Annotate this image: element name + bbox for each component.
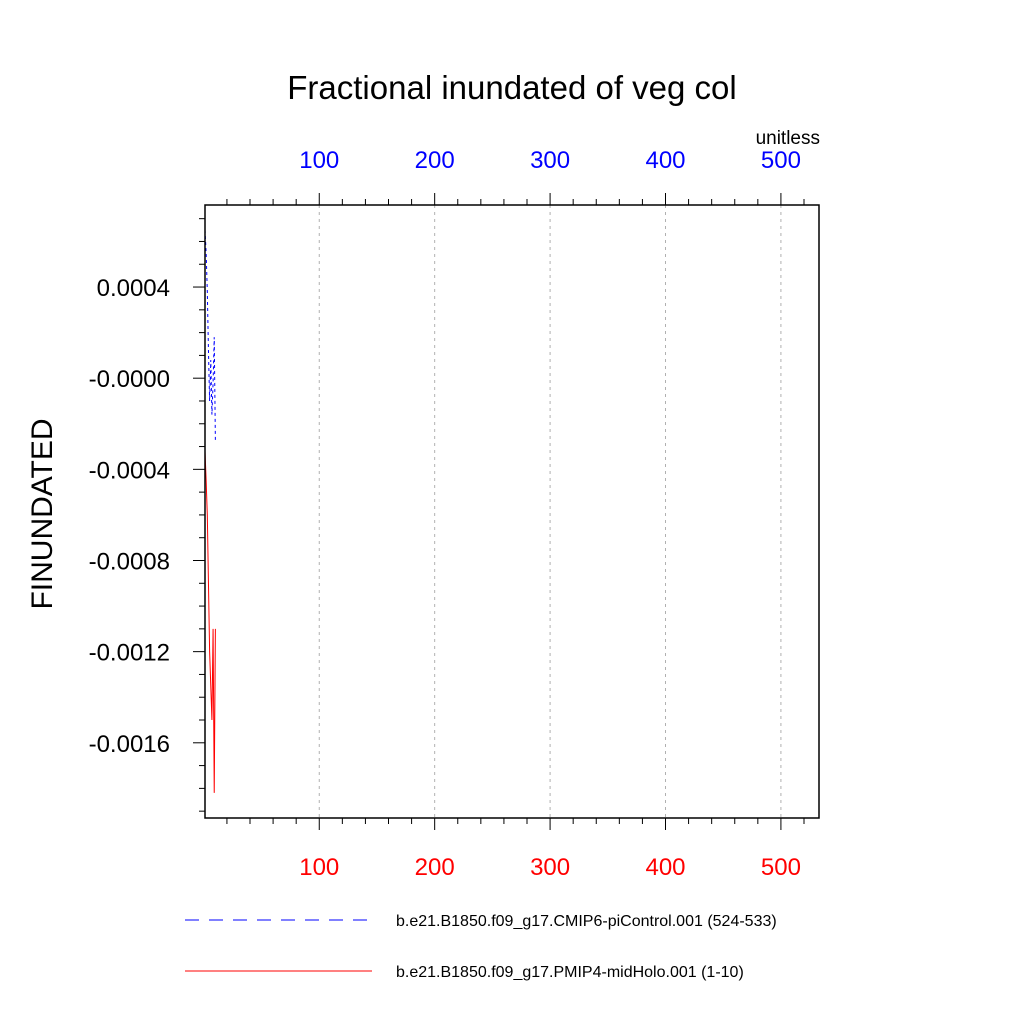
series-line (204, 230, 216, 443)
series-line (204, 451, 216, 793)
x-bottom-tick-label: 100 (299, 854, 339, 881)
y-tick-label: -0.0016 (89, 731, 170, 758)
tick-labels: 100 200 300 400 500 100 200 300 400 500 0.0004 -0.0… (89, 147, 801, 881)
legend-label: b.e21.B1850.f09_g17.PMIP4-midHolo.001 (1… (396, 964, 744, 981)
x-top-tick-label: 100 (299, 147, 339, 174)
x-grid (318, 205, 782, 818)
plot-frame (204, 204, 820, 819)
y-axis-label: FINUNDATED (26, 418, 59, 609)
series-layer (204, 230, 216, 793)
y-tick-label: -0.0004 (89, 457, 170, 484)
legend: b.e21.B1850.f09_g17.CMIP6-piControl.001 … (185, 913, 777, 981)
y-tick-label: 0.0004 (97, 275, 170, 302)
x-bottom-tick-label: 200 (415, 854, 455, 881)
x-top-tick-label: 400 (645, 147, 685, 174)
chart-title: Fractional inundated of veg col (287, 69, 736, 106)
x-bottom-tick-label: 500 (761, 854, 801, 881)
x-top-tick-label: 300 (530, 147, 570, 174)
y-tick-label: -0.0000 (89, 366, 170, 393)
x-top-tick-label: 500 (761, 147, 801, 174)
axis-ticks (193, 193, 805, 830)
x-top-tick-label: 200 (415, 147, 455, 174)
legend-label: b.e21.B1850.f09_g17.CMIP6-piControl.001 … (396, 913, 777, 930)
x-bottom-tick-label: 400 (645, 854, 685, 881)
units-label: unitless (756, 128, 820, 149)
y-tick-label: -0.0012 (89, 640, 170, 667)
y-tick-label: -0.0008 (89, 548, 170, 575)
x-bottom-tick-label: 300 (530, 854, 570, 881)
